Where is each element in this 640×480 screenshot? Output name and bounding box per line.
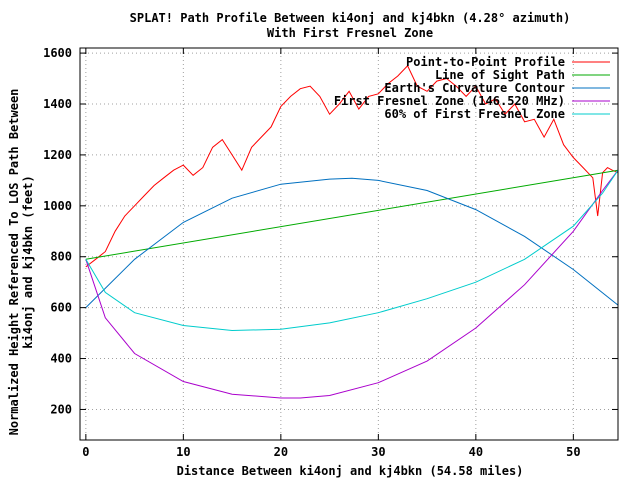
y-tick-label: 1400 <box>43 97 72 111</box>
series-line-0 <box>85 64 619 268</box>
chart-subtitle: With First Fresnel Zone <box>267 26 433 40</box>
series-line-3 <box>85 169 619 399</box>
series-lines <box>85 64 619 399</box>
y-axis-label-line-1: Normalized Height Referenced To LOS Path… <box>7 89 21 436</box>
y-tick-label: 400 <box>50 352 72 366</box>
plot-frame <box>79 47 619 441</box>
y-tick-label: 800 <box>50 250 72 264</box>
y-tick-label: 600 <box>50 301 72 315</box>
legend-label-1: Line of Sight Path <box>435 68 565 82</box>
x-tick-label: 50 <box>566 445 580 459</box>
legend-label-4: 60% of First Fresnel Zone <box>384 107 565 121</box>
legend-label-3: First Fresnel Zone (146.520 MHz) <box>334 94 565 108</box>
series-line-2 <box>85 177 619 308</box>
x-tick-label: 20 <box>274 445 288 459</box>
x-tick-label: 0 <box>82 445 89 459</box>
legend-label-0: Point-to-Point Profile <box>406 55 565 69</box>
y-axis-label-line-2: ki4onj and kj4bkn (feet) <box>21 175 35 348</box>
y-tick-label: 1600 <box>43 46 72 60</box>
x-axis-label: Distance Between ki4onj and kj4bkn (54.5… <box>177 464 524 478</box>
y-tick-label: 200 <box>50 402 72 416</box>
x-tick-label: 10 <box>176 445 190 459</box>
y-tick-label: 1000 <box>43 199 72 213</box>
x-tick-label: 30 <box>371 445 385 459</box>
axis-ticks: 0 10 20 30 40 50 200 400 600 800 1000 1200 1400 1600 <box>43 46 618 459</box>
x-tick-label: 40 <box>469 445 483 459</box>
series-line-1 <box>85 169 619 260</box>
chart-title: SPLAT! Path Profile Between ki4onj and k… <box>130 11 571 25</box>
legend-label-2: Earth's Curvature Contour <box>384 81 565 95</box>
series-line-4 <box>85 169 619 332</box>
y-tick-label: 1200 <box>43 148 72 162</box>
